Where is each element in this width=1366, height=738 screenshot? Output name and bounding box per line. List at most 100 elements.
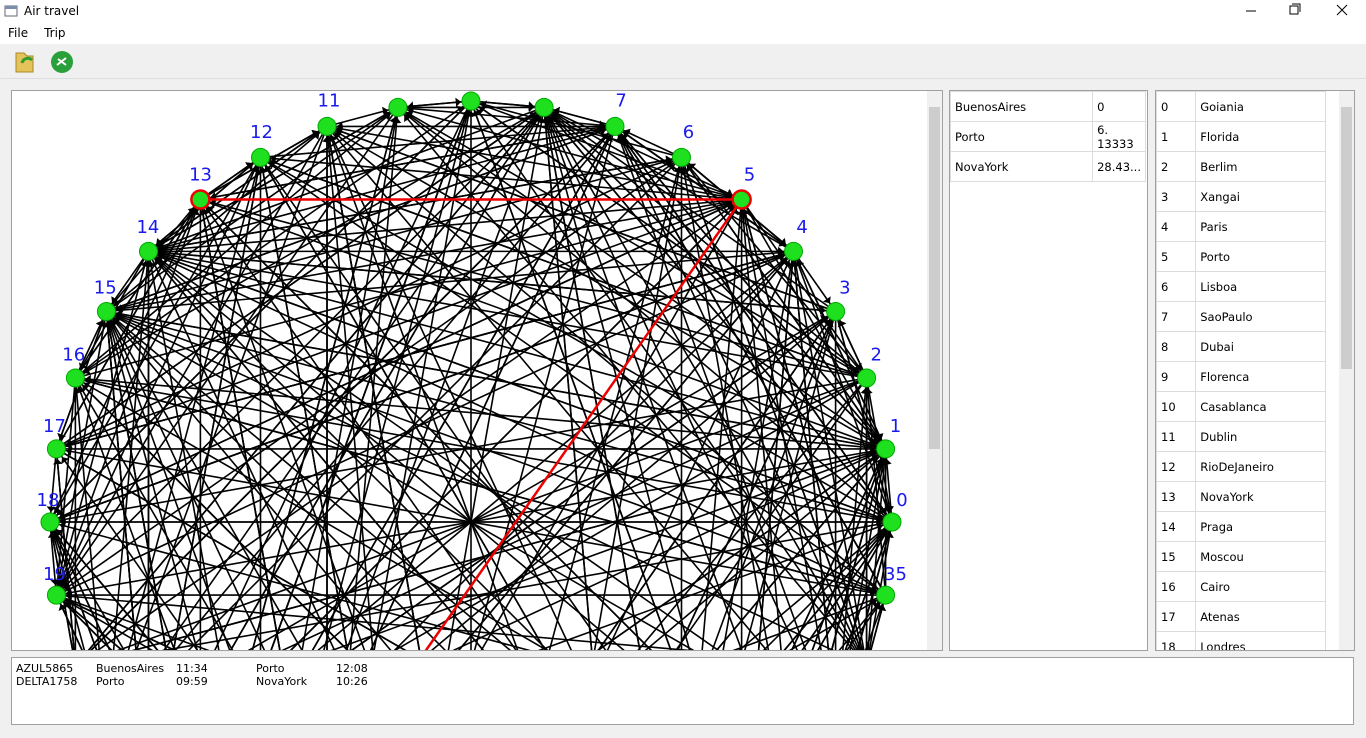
flight-row: AZUL5865 BuenosAires 11:34 Porto 12:08 [12, 662, 1353, 675]
edge [637, 377, 868, 650]
cell: 13 [1156, 481, 1197, 512]
row[interactable]: 6 Lisboa [1156, 271, 1326, 302]
row[interactable]: 14 Praga [1156, 511, 1326, 542]
row[interactable]: 4 Paris [1156, 211, 1326, 242]
edge [644, 448, 887, 650]
node [461, 91, 481, 111]
node [731, 189, 752, 210]
node-label: 35 [884, 564, 907, 585]
toolbar-buttons[interactable] [12, 49, 78, 75]
row[interactable]: 0 Goiania [1156, 91, 1326, 122]
cell: SaoPaulo [1195, 301, 1326, 332]
row[interactable]: 5 Porto [1156, 241, 1326, 272]
row[interactable]: 16 Cairo [1156, 571, 1326, 602]
row[interactable]: 3 Xangai [1156, 181, 1326, 212]
edge [96, 198, 743, 650]
edge [548, 157, 683, 650]
arrow-head [96, 320, 106, 328]
flight-field: 11:34 [176, 662, 208, 675]
edge [326, 125, 836, 313]
edge [326, 126, 374, 650]
row[interactable]: 10 Casablanca [1156, 391, 1326, 422]
scrollbar[interactable] [1339, 91, 1354, 650]
edge [49, 250, 794, 523]
arrow-head [869, 584, 877, 593]
row[interactable]: 7 SaoPaulo [1156, 301, 1326, 332]
cell: 0 [1092, 91, 1146, 122]
edge [161, 521, 893, 650]
edge [452, 448, 886, 650]
node-label: 7 [615, 91, 626, 112]
city-list: 0 Goiania 1 Florida 2 Berlim 3 Xangai 4 Paris 5 Por… [1155, 90, 1355, 651]
arrow-head [251, 167, 262, 174]
edge [543, 107, 743, 650]
scrollbar[interactable] [927, 91, 942, 650]
node [672, 147, 691, 167]
row[interactable]: NovaYork 28.43... [950, 151, 1146, 182]
edge [281, 377, 867, 650]
edge [49, 100, 472, 523]
row[interactable]: 18 Londres [1156, 631, 1326, 650]
node-label: 12 [250, 122, 273, 143]
edge [543, 107, 641, 650]
row[interactable]: 15 Moscou [1156, 541, 1326, 572]
arrow-head [56, 529, 64, 537]
arrow-head [552, 112, 560, 121]
edge [75, 377, 886, 596]
row[interactable]: 8 Dubai [1156, 331, 1326, 362]
row[interactable]: BuenosAires 0 [950, 91, 1146, 122]
arrow-head [207, 206, 215, 214]
graph-view[interactable]: 35012345678910111213141516171819 [11, 90, 943, 651]
node-label: 10 [389, 91, 412, 92]
window-controls[interactable] [1230, 0, 1366, 22]
row[interactable]: 1 Florida [1156, 121, 1326, 152]
arrow-head [604, 135, 613, 143]
arrow-head [665, 155, 672, 165]
edge [55, 106, 545, 596]
node-label: 2 [871, 345, 882, 366]
edge [680, 156, 887, 450]
row[interactable]: 17 Atenas [1156, 601, 1326, 632]
arrow-head [58, 579, 68, 587]
arrow-head [528, 101, 535, 111]
row[interactable]: 2 Berlim [1156, 151, 1326, 182]
edge [289, 198, 743, 650]
edge [744, 311, 837, 650]
flight-field: 12:08 [336, 662, 368, 675]
arrow-head [871, 434, 879, 442]
row[interactable]: 9 Florenca [1156, 361, 1326, 392]
edge [106, 310, 886, 450]
row[interactable]: 11 Dublin [1156, 421, 1326, 452]
cell: Atenas [1195, 601, 1326, 632]
node-label: 3 [839, 278, 850, 299]
edge [56, 250, 794, 596]
edge [473, 126, 616, 650]
node-label: 18 [37, 490, 60, 511]
cell: 4 [1156, 211, 1197, 242]
cell: Casablanca [1195, 391, 1326, 422]
row[interactable]: 13 NovaYork [1156, 481, 1326, 512]
row[interactable]: 12 RioDeJaneiro [1156, 451, 1326, 482]
cell: 5 [1156, 241, 1197, 272]
node [826, 302, 846, 321]
edge [722, 251, 795, 650]
cell: 15 [1156, 541, 1197, 572]
edge [200, 125, 616, 201]
edge [842, 377, 868, 650]
cell: Dubai [1195, 331, 1326, 362]
row[interactable]: Porto 6. 13333 [950, 121, 1146, 152]
edge [49, 521, 125, 650]
cell: Florenca [1195, 361, 1326, 392]
route-edge [424, 198, 743, 650]
menu-item[interactable]: File [8, 26, 29, 40]
edge [614, 125, 887, 450]
edge [74, 199, 202, 379]
edge [397, 106, 887, 450]
node-label: 5 [744, 164, 755, 185]
title-bar: Air travel [0, 0, 1366, 22]
menu-item[interactable]: Trip [44, 26, 66, 40]
edge [148, 250, 886, 596]
flight-field: 09:59 [176, 675, 208, 688]
edges [46, 97, 895, 650]
